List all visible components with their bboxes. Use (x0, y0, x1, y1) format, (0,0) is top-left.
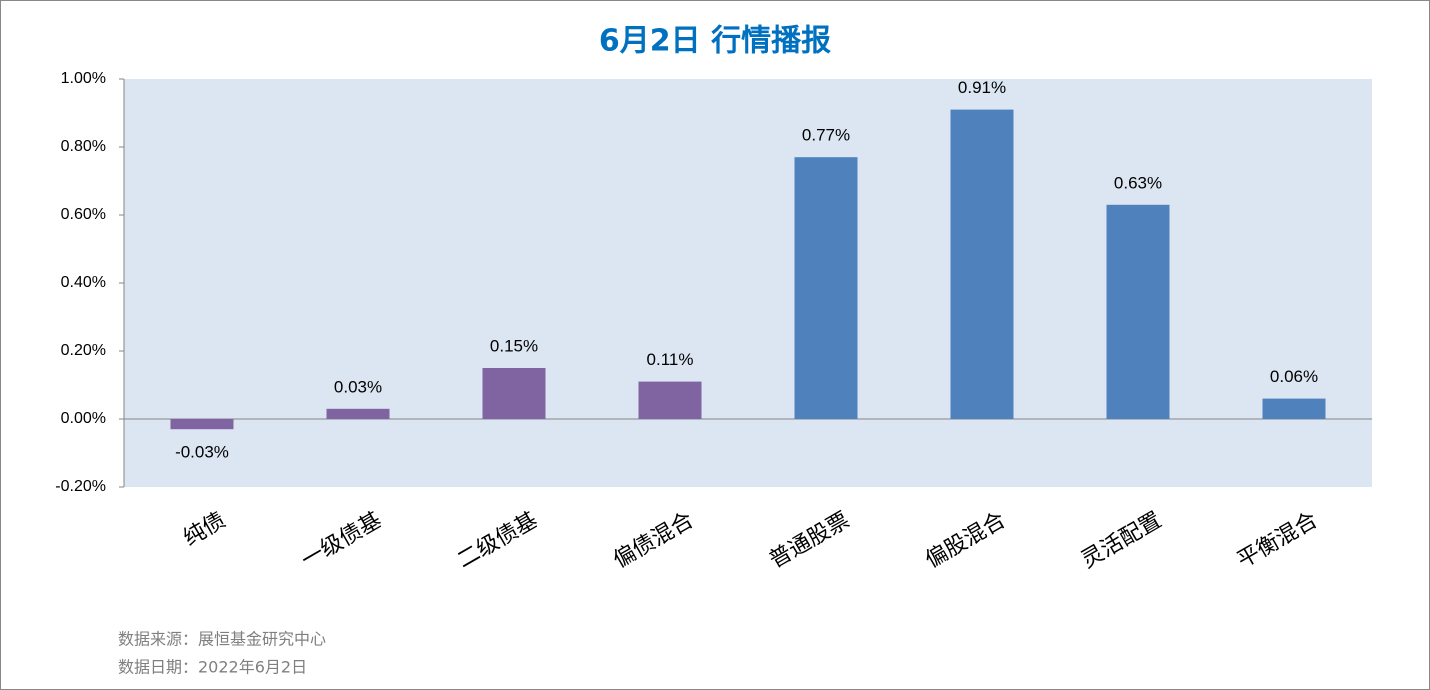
value-label: 0.77% (802, 126, 850, 145)
bar (638, 381, 702, 419)
y-tick-label: 0.60% (61, 206, 106, 223)
value-label: 0.06% (1270, 367, 1318, 386)
value-label: 0.11% (647, 350, 694, 369)
bar (482, 368, 546, 419)
y-tick-label: 0.80% (61, 138, 106, 155)
bar (1262, 398, 1326, 419)
bar (326, 408, 390, 419)
y-tick-label: 0.40% (61, 274, 106, 291)
bar (1106, 204, 1170, 419)
y-tick-label: 0.20% (61, 342, 106, 359)
value-label: 0.63% (1114, 173, 1162, 192)
chart-title: 6月2日 行情播报 (599, 24, 831, 59)
date-note: 数据日期：2022年6月2日 (118, 658, 307, 677)
value-label: -0.03% (175, 443, 229, 462)
bar (170, 419, 234, 430)
y-tick-label: 1.00% (61, 70, 106, 87)
value-label: 0.15% (490, 336, 538, 355)
bar (794, 157, 858, 419)
source-note: 数据来源：展恒基金研究中心 (118, 630, 326, 649)
plot-area (124, 79, 1372, 487)
y-tick-label: 0.00% (61, 410, 106, 427)
value-label: 0.03% (334, 377, 382, 396)
y-tick-label: -0.20% (55, 478, 106, 495)
bar (950, 109, 1014, 419)
value-label: 0.91% (958, 78, 1006, 97)
